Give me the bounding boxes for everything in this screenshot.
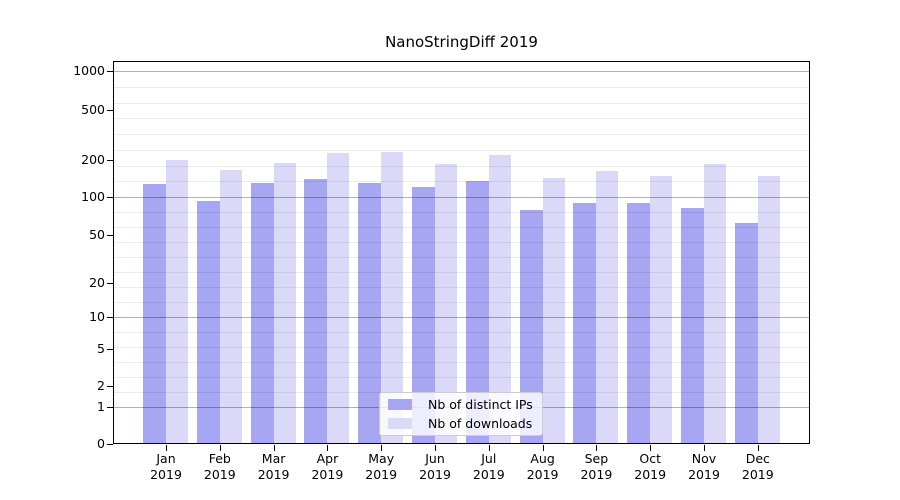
x-tick-mark (327, 445, 329, 451)
bar-downloads (166, 160, 188, 444)
bar-distinct-ips (412, 187, 435, 444)
x-tick-label: Aug 2019 (526, 451, 559, 482)
y-tick-label: 0 (97, 436, 105, 451)
x-tick-label: Oct 2019 (634, 451, 667, 482)
bar-distinct-ips (465, 180, 489, 444)
bar-downloads (273, 163, 296, 444)
gridline-minor (114, 118, 809, 120)
x-tick-label: Jun 2019 (419, 451, 451, 482)
x-tick-label: Mar 2019 (257, 451, 290, 482)
bar-downloads (488, 155, 511, 444)
bar-distinct-ips (573, 202, 597, 444)
legend-item-distinct-ips: Nb of distinct IPs (388, 397, 534, 413)
legend-label-distinct-ips: Nb of distinct IPs (428, 397, 533, 413)
bar-distinct-ips (143, 183, 166, 444)
y-tick-label: 10 (89, 309, 105, 324)
x-tick-label: Dec 2019 (741, 451, 774, 482)
x-tick-label: Sep 2019 (580, 451, 613, 482)
x-tick-mark (273, 445, 275, 451)
gridline-minor (114, 86, 809, 88)
bar-downloads (219, 169, 242, 444)
bar-downloads (704, 164, 726, 444)
x-tick-label: May 2019 (365, 451, 398, 482)
bar-downloads (596, 170, 619, 444)
y-tick-label: 200 (81, 152, 105, 167)
y-tick-mark (107, 235, 113, 236)
chart-title: NanoStringDiff 2019 (385, 33, 538, 51)
x-tick-label: Feb 2019 (203, 451, 236, 482)
bar-downloads (542, 177, 565, 444)
bar-downloads (381, 152, 404, 444)
bar-downloads (435, 163, 457, 444)
y-tick-mark (107, 283, 113, 284)
legend-swatch-distinct-ips (388, 399, 412, 411)
legend-label-downloads: Nb of downloads (428, 415, 533, 431)
y-tick-label: 5 (97, 341, 105, 356)
gridline-minor (114, 134, 809, 135)
y-tick-mark (107, 160, 113, 161)
y-tick-mark (107, 71, 113, 72)
x-tick-mark (381, 445, 383, 451)
bar-distinct-ips (519, 209, 543, 444)
y-tick-label: 100 (81, 189, 105, 204)
x-tick-mark (166, 445, 167, 451)
bar-downloads (650, 176, 673, 444)
x-tick-label: Apr 2019 (311, 451, 344, 482)
y-tick-mark (107, 317, 113, 318)
bar-distinct-ips (358, 182, 382, 444)
bar-distinct-ips (304, 179, 328, 444)
y-tick-label: 2 (97, 378, 105, 393)
x-tick-mark (488, 445, 490, 451)
bar-downloads (327, 153, 350, 444)
x-tick-mark (650, 445, 652, 451)
bar-distinct-ips (734, 223, 758, 444)
bar-distinct-ips (250, 183, 274, 444)
legend-item-downloads: Nb of downloads (388, 416, 534, 432)
y-tick-mark (107, 444, 113, 445)
y-tick-mark (107, 110, 113, 111)
y-tick-mark (107, 386, 113, 387)
x-tick-label: Jul 2019 (472, 451, 505, 482)
x-tick-label: Jan 2019 (150, 451, 182, 482)
y-tick-label: 1000 (73, 63, 105, 78)
bar-distinct-ips (627, 202, 651, 444)
x-tick-label: Nov 2019 (688, 451, 720, 482)
y-tick-mark (107, 407, 113, 408)
bar-distinct-ips (681, 207, 704, 444)
gridline-decade (114, 71, 809, 72)
x-tick-mark (704, 445, 705, 451)
x-tick-mark (542, 445, 544, 451)
y-tick-mark (107, 197, 113, 198)
y-tick-label: 20 (89, 275, 105, 290)
y-tick-label: 500 (81, 102, 105, 117)
gridline-minor (114, 102, 809, 104)
legend-swatch-downloads (388, 417, 412, 429)
y-tick-label: 1 (97, 399, 105, 414)
y-tick-label: 50 (89, 227, 105, 242)
x-tick-mark (435, 445, 436, 451)
y-tick-mark (107, 349, 113, 350)
x-tick-mark (596, 445, 598, 451)
x-tick-mark (219, 445, 221, 451)
x-tick-mark (757, 445, 759, 451)
gridline-minor (114, 149, 809, 151)
bar-distinct-ips (196, 200, 220, 444)
bar-downloads (757, 176, 780, 444)
legend: Nb of distinct IPs Nb of downloads (379, 392, 543, 436)
